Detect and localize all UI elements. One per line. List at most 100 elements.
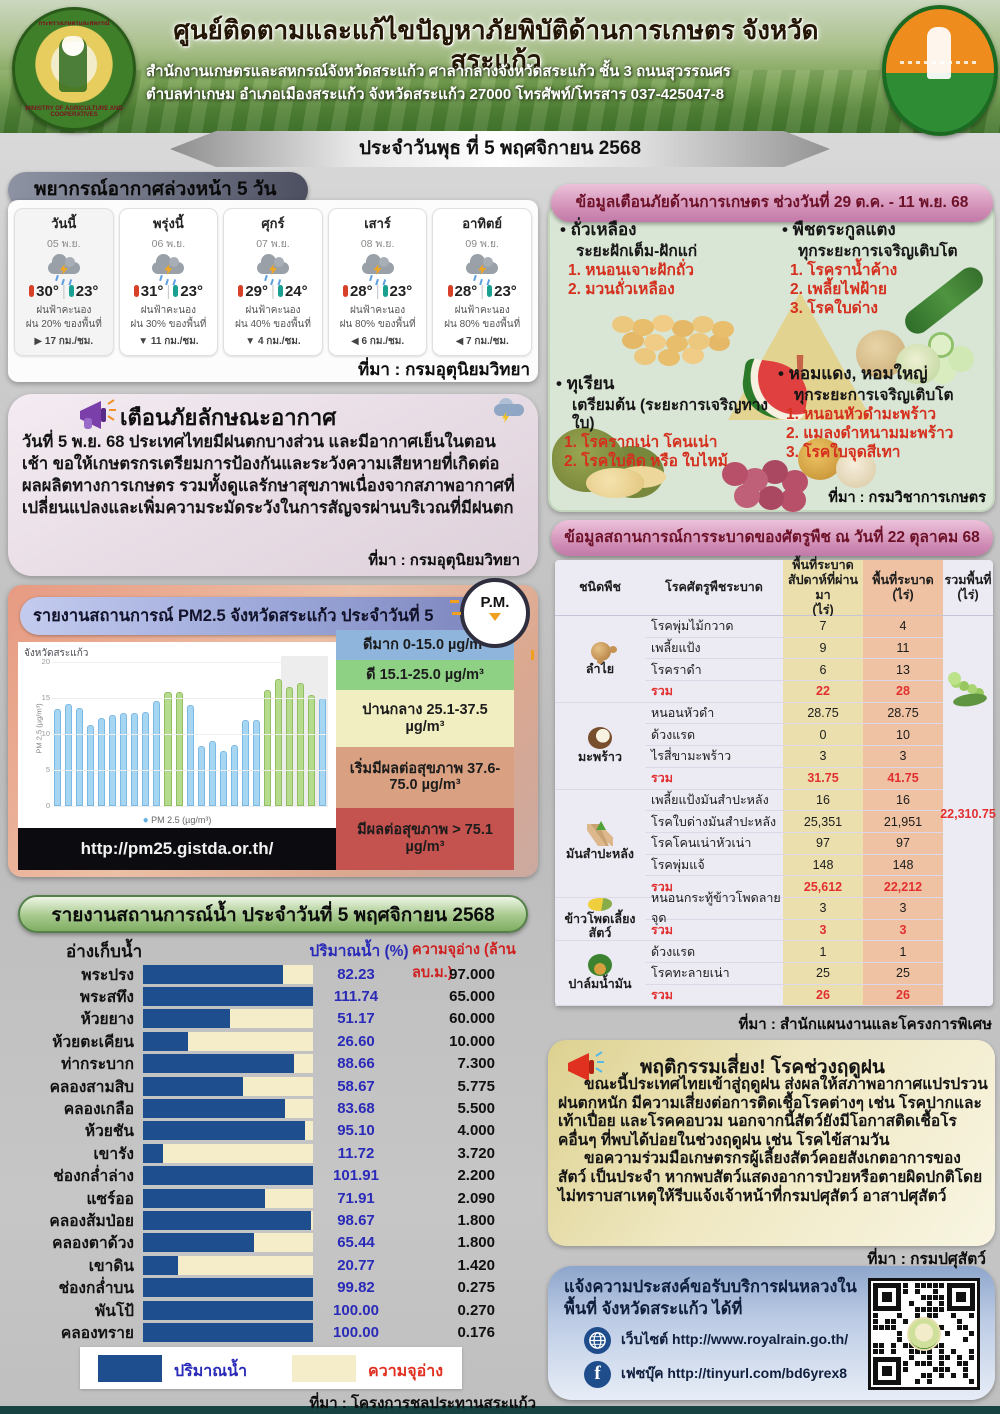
qr-module xyxy=(939,1355,944,1360)
water-col-capacity: ความจุอ่าง (ล้าน ลบ.ม.) xyxy=(412,942,516,981)
water-table-header: อ่างเก็บน้ำ ปริมาณน้ำ (%) ความจุอ่าง (ล้… xyxy=(8,938,538,981)
water-percent-value: 99.82 xyxy=(337,1279,375,1297)
thermometer-hot-icon xyxy=(133,285,139,297)
page-title: ศูนย์ติดตามและแก้ไขปัญหาภัยพิบัติด้านการ… xyxy=(173,15,819,75)
pest-crop-cell: ลำไย xyxy=(555,616,645,703)
gridline xyxy=(52,698,328,699)
agri-warning-item: • ทุเรียน เตรียมต้น (ระยะการเจริญทางใบ) 1.… xyxy=(556,370,788,471)
qr-module xyxy=(921,1361,926,1366)
qr-module xyxy=(951,1349,956,1354)
pm-badge-label: P.M. xyxy=(480,594,510,611)
qr-module xyxy=(891,1343,896,1348)
gridline xyxy=(52,770,328,771)
weather-wind: ◀ 7 กม./ชม. xyxy=(455,336,509,347)
pest-current-area-cell: 97 xyxy=(863,832,943,855)
pest-disease-cell: ไรสี่ขามะพร้าว xyxy=(645,746,783,768)
qr-module xyxy=(927,1295,932,1300)
agri-crop-stage: ทุกระยะการเจริญเติบโต xyxy=(798,243,958,260)
water-col-reservoir: อ่างเก็บน้ำ xyxy=(66,942,143,961)
weather-day-name: อาทิตย์ xyxy=(462,216,503,231)
qr-module xyxy=(879,1349,884,1354)
lightning-icon xyxy=(478,264,487,275)
reservoir-name: พันโป้ xyxy=(95,1302,134,1320)
qr-module xyxy=(969,1349,974,1354)
qr-module xyxy=(969,1331,974,1336)
weather-desc: ฝนฟ้าคะนอง ฝน 20% ของพื้นที่ xyxy=(15,304,113,331)
water-capacity-value: 1.800 xyxy=(457,1234,495,1252)
facebook-row: f เฟซบุ๊ค http://tinyurl.com/bd6yrex8 xyxy=(584,1360,884,1388)
pest-total-area: 22,310.75 xyxy=(940,807,996,822)
qr-module xyxy=(909,1349,914,1354)
weather-desc-line1: ฝนฟ้าคะนอง xyxy=(454,305,510,316)
agri-warning-item: • หอมแดง, หอมใหญ่ ทุกระยะการเจริญเติบโต 1.… xyxy=(778,360,994,463)
water-row: ห้วยยาง 51.17 60.000 xyxy=(8,1008,538,1030)
weather-wind: ▶ 17 กม./ชม. xyxy=(34,336,94,347)
weather-day-date: 07 พ.ย. xyxy=(256,238,290,250)
qr-module xyxy=(963,1361,968,1366)
thermometer-cold-icon xyxy=(487,285,493,297)
reservoir-name: เขาดิน xyxy=(88,1257,134,1275)
qr-module xyxy=(933,1307,938,1312)
y-tick-label: 20 xyxy=(41,657,50,666)
pest-outbreak-title: ข้อมูลสถานการณ์การระบาดของศัตรูพืช ณ วัน… xyxy=(551,520,993,556)
pm25-bar xyxy=(319,698,327,806)
qr-module xyxy=(873,1349,878,1354)
agri-crop-name: • หอมแดง, หอมใหญ่ xyxy=(778,364,928,383)
temp-min: 23° xyxy=(494,283,517,300)
pm25-level-band: ปานกลาง 25.1-37.5 µg/m³ xyxy=(336,690,514,747)
water-bar-track xyxy=(143,1031,313,1051)
qr-module xyxy=(939,1307,944,1312)
temp-min: 23° xyxy=(389,283,413,300)
pest-header-cell: โรคศัตรูพืชระบาด xyxy=(645,560,783,616)
palm-icon xyxy=(588,954,612,977)
pest-past-area-cell: 3 xyxy=(783,897,863,920)
qr-module xyxy=(885,1325,890,1330)
qr-module xyxy=(903,1343,908,1348)
water-bar-fill xyxy=(143,1009,230,1029)
water-capacity-value: 5.775 xyxy=(457,1077,495,1095)
header-banner xyxy=(0,0,1000,133)
pest-current-area-cell: 26 xyxy=(863,984,943,1007)
qr-module xyxy=(951,1313,956,1318)
weather-day-date: 06 พ.ย. xyxy=(151,238,186,250)
water-report-title: รายงานสถานการณ์น้ำ ประจำวันที่ 5 พฤศจิกา… xyxy=(18,895,528,933)
agri-threat-list: 1. โรครากเน่า โคนเน่า 2. โรคใบติด หรือ ใบ… xyxy=(556,434,788,472)
pest-crop-cell: ข้าวโพดเลี้ยงสัตว์ xyxy=(555,897,645,942)
weather-wind: ▼ 4 กม./ชม. xyxy=(245,336,301,347)
water-col-volume-pct: ปริมาณน้ำ (%) xyxy=(309,943,409,960)
pest-crop-cell: มันสำปะหลัง xyxy=(555,790,645,898)
weather-day-date: 05 พ.ย. xyxy=(47,238,81,250)
reservoir-name: คลองสามสิบ xyxy=(49,1078,134,1096)
qr-module xyxy=(891,1319,896,1324)
qr-code[interactable] xyxy=(868,1278,980,1390)
weather-card: วันนี้ 05 พ.ย. 30° | 23° ฝนฟ้าคะนอง ฝน 20% ของ… xyxy=(14,208,114,356)
water-row: แซร์ออ 71.91 2.090 xyxy=(8,1187,538,1209)
qr-module xyxy=(885,1319,890,1324)
coconut-icon xyxy=(588,726,612,749)
agri-warning-source: ที่มา : กรมวิชาการเกษตร xyxy=(828,490,986,506)
agri-crop-stage: ระยะฝักเต็ม-ฝักแก่ xyxy=(576,243,698,260)
onion-white-image xyxy=(836,450,876,488)
pest-current-area-cell: 41.75 xyxy=(863,767,943,790)
facebook-link[interactable]: เฟซบุ๊ค http://tinyurl.com/bd6yrex8 xyxy=(621,1365,848,1381)
pm25-bar xyxy=(120,712,128,806)
water-percent-value: 26.60 xyxy=(337,1032,375,1050)
pest-current-area-cell: 13 xyxy=(863,659,943,682)
reservoir-name: แซร์ออ xyxy=(86,1190,134,1208)
website-link[interactable]: เว็บไซต์ http://www.royalrain.go.th/ xyxy=(621,1331,849,1347)
qr-module xyxy=(933,1295,938,1300)
pm25-chart-legend: ● PM 2.5 (µg/m³) xyxy=(142,815,212,826)
water-bar-track xyxy=(143,1143,313,1163)
weather-temps: 31° | 23° xyxy=(120,283,218,300)
pest-disease-cell: รวม xyxy=(645,681,783,703)
weather-day-name: วันนี้ xyxy=(51,216,77,231)
pest-current-area-cell: 4 xyxy=(863,616,943,638)
pest-outbreak-table: ชนิดพืช โรคศัตรูพืชระบาด พื้นที่ระบาด สัปด… xyxy=(555,558,996,1007)
pm25-url[interactable]: http://pm25.gistda.or.th/ xyxy=(18,828,336,870)
pest-current-area-cell: 25 xyxy=(863,963,943,985)
y-tick-label: 15 xyxy=(41,693,50,702)
qr-module xyxy=(945,1367,950,1372)
water-percent-value: 100.00 xyxy=(333,1301,379,1319)
qr-module xyxy=(915,1313,920,1318)
pest-past-area-cell: 97 xyxy=(783,832,863,855)
